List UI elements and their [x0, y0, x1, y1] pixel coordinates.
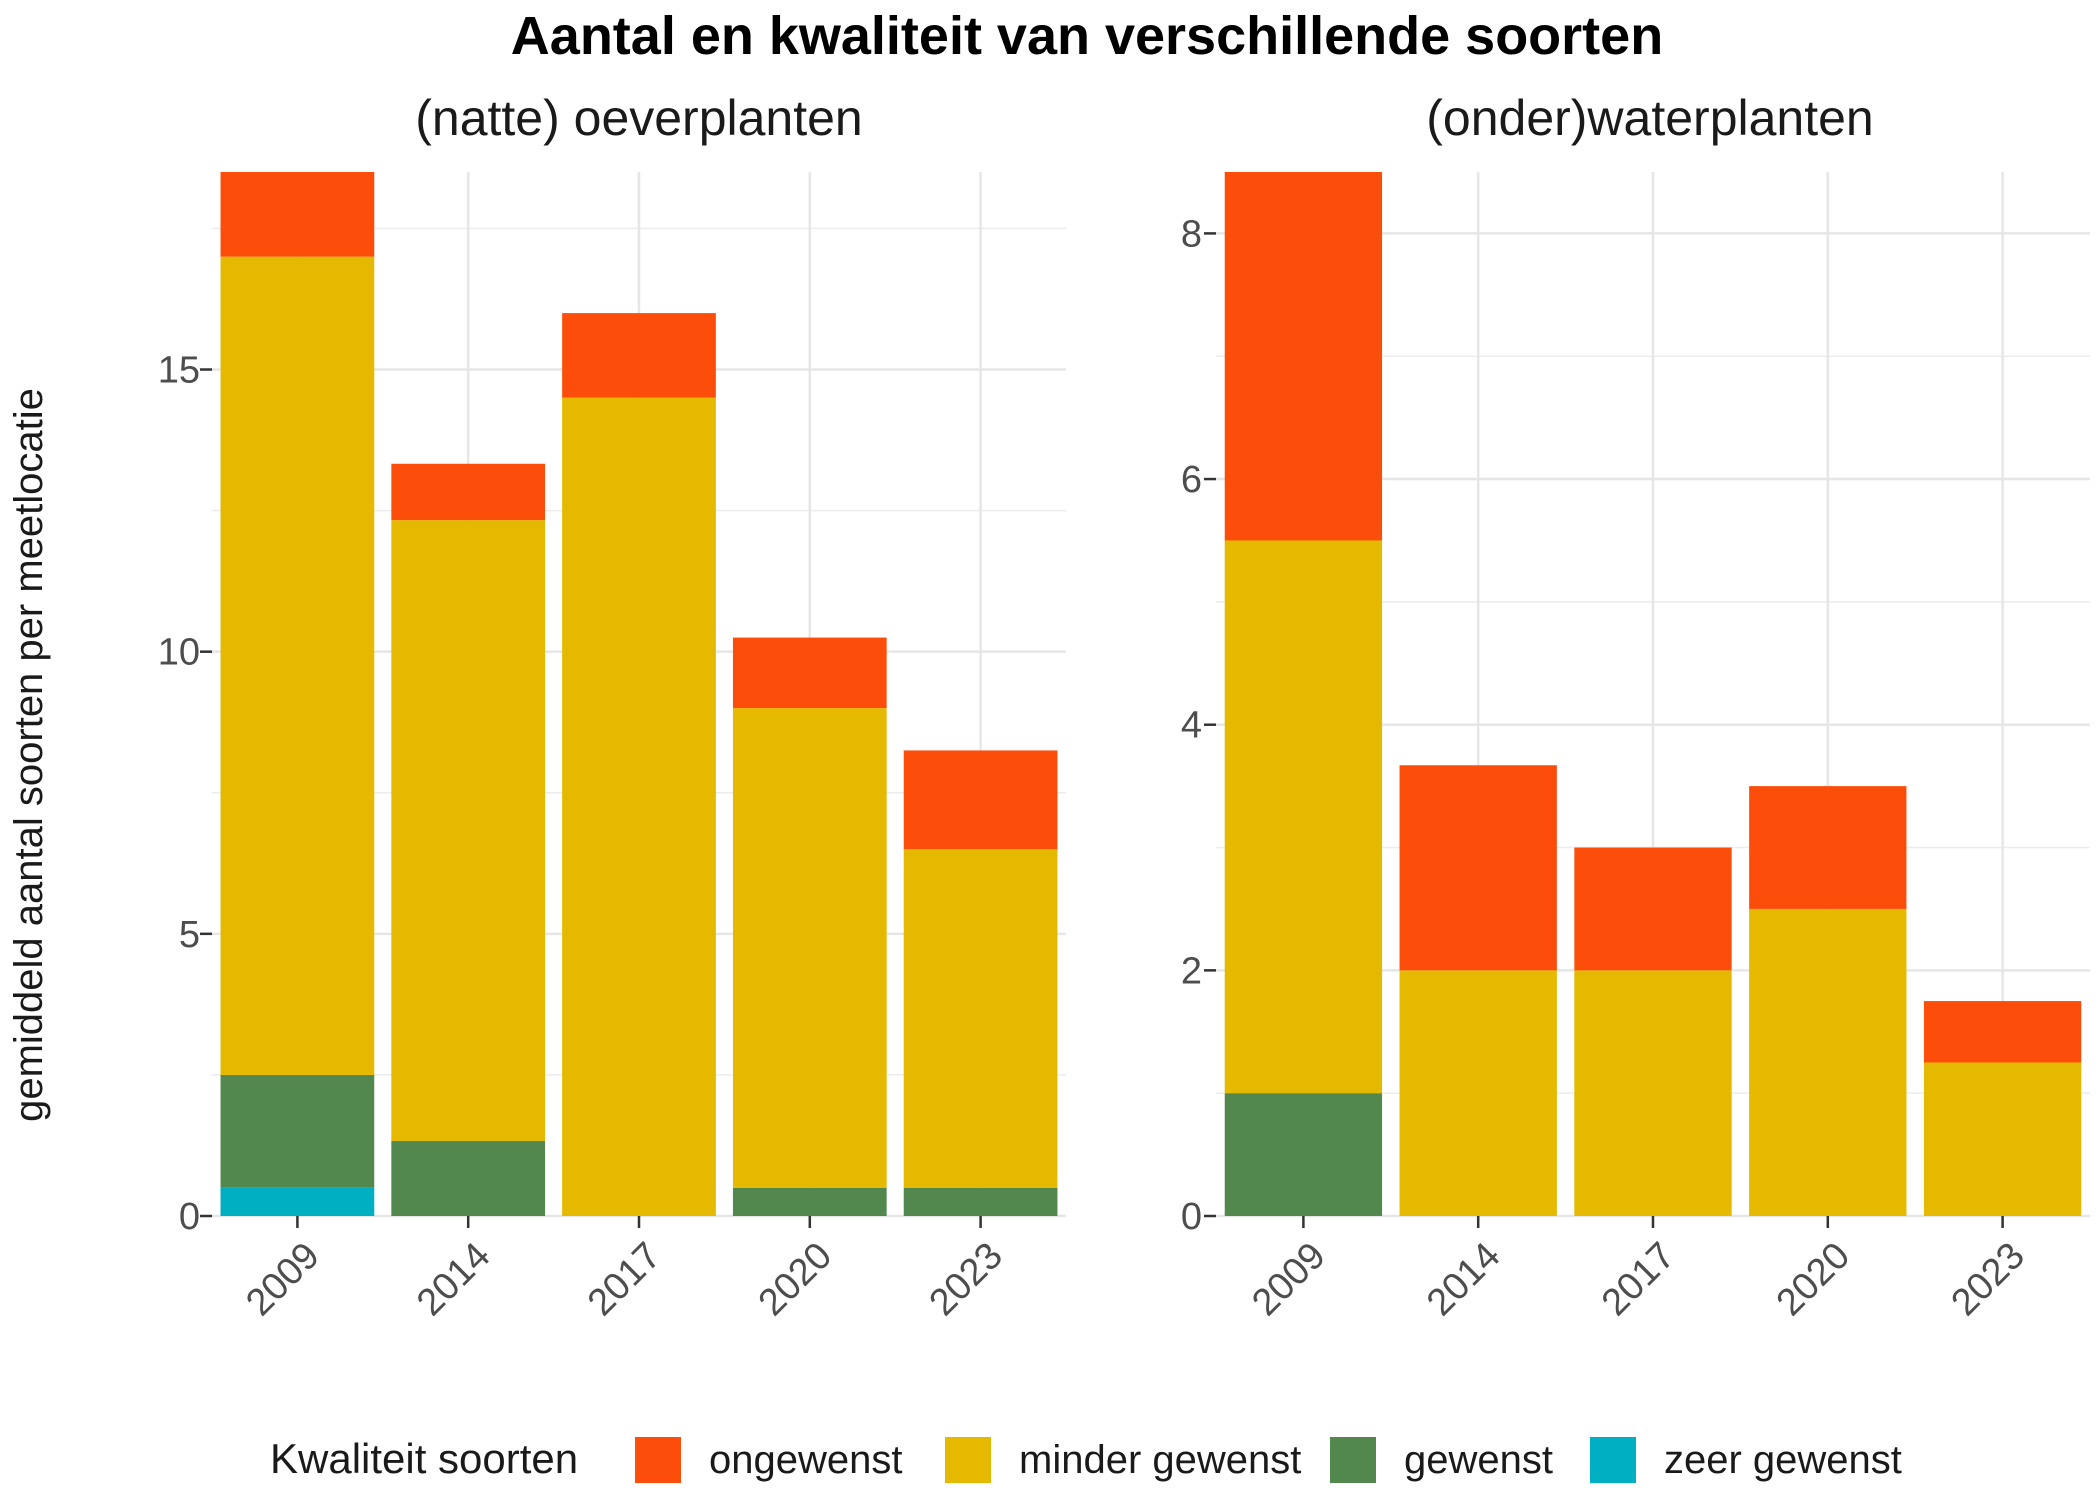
x-tick-label: 2009: [1244, 1235, 1333, 1324]
bar-minder-gewenst-2017: [562, 397, 716, 1216]
bar-gewenst-2023: [903, 1187, 1058, 1216]
legend-label: ongewenst: [709, 1438, 902, 1482]
legend-key-minder-gewenst: [945, 1437, 991, 1483]
bar-gewenst-2020: [732, 1187, 887, 1216]
legend-title: Kwaliteit soorten: [270, 1435, 578, 1482]
bar-ongewenst-2017: [1574, 847, 1732, 971]
legend-key-gewenst: [1330, 1437, 1376, 1483]
x-tick-label: 2017: [580, 1235, 669, 1324]
x-tick-label: 2017: [1594, 1235, 1683, 1324]
bar-ongewenst-2009: [1224, 172, 1383, 541]
bar-minder-gewenst-2023: [903, 849, 1058, 1188]
legend-key-zeer-gewenst: [1590, 1437, 1636, 1483]
legend: Kwaliteit soorten ongewenst minder gewenst…: [270, 1435, 1902, 1483]
x-tick-label: 2014: [1419, 1235, 1508, 1324]
y-tick-label: 15: [158, 350, 200, 392]
panel-1: (natte) oeverplanten 0 5 10 15 2009 2014 2017 20…: [158, 90, 1066, 1324]
x-tick-label: 2014: [409, 1235, 498, 1324]
bar-ongewenst-2020: [732, 637, 887, 709]
legend-key-ongewenst: [635, 1437, 681, 1483]
x-tick-label: 2009: [238, 1235, 327, 1324]
bar-minder-gewenst-2017: [1574, 970, 1732, 1216]
chart-title: Aantal en kwaliteit van verschillende so…: [511, 6, 1663, 66]
bar-gewenst-2014: [391, 1140, 546, 1216]
bar-minder-gewenst-2020: [732, 708, 887, 1188]
y-tick-label: 5: [179, 914, 200, 956]
y-tick-label: 0: [179, 1196, 200, 1238]
y-tick-label: 8: [1181, 213, 1202, 255]
panel-subtitle: (natte) oeverplanten: [415, 90, 863, 146]
y-tick-label: 4: [1181, 705, 1202, 747]
bar-gewenst-2009: [1224, 1093, 1383, 1216]
bar-ongewenst-2014: [1399, 765, 1557, 971]
y-tick-label: 6: [1181, 459, 1202, 501]
bar-gewenst-2009: [220, 1074, 375, 1188]
bar-ongewenst-2023: [1923, 1001, 2082, 1063]
bar-ongewenst-2020: [1749, 786, 1907, 909]
bar-minder-gewenst-2014: [1399, 970, 1557, 1216]
x-tick-label: 2023: [921, 1235, 1010, 1324]
y-tick-label: 0: [1181, 1196, 1202, 1238]
y-tick-label: 2: [1181, 950, 1202, 992]
bar-minder-gewenst-2023: [1923, 1062, 2082, 1216]
x-tick-label: 2020: [1769, 1235, 1858, 1324]
panel-subtitle: (onder)waterplanten: [1426, 90, 1874, 146]
x-tick-label: 2020: [751, 1235, 840, 1324]
legend-label: zeer gewenst: [1664, 1438, 1902, 1482]
bar-minder-gewenst-2020: [1749, 908, 1907, 1216]
bar-ongewenst-2017: [562, 313, 716, 398]
bar-ongewenst-2014: [391, 463, 546, 521]
y-axis-label: gemiddeld aantal soorten per meetlocatie: [7, 388, 51, 1122]
bar-minder-gewenst-2009: [220, 256, 375, 1075]
bar-zeer-gewenst-2009: [220, 1187, 375, 1216]
legend-label: gewenst: [1404, 1438, 1553, 1482]
legend-label: minder gewenst: [1019, 1438, 1301, 1482]
bar-ongewenst-2023: [903, 750, 1058, 850]
panel-2: (onder)waterplanten 0 2 4 6 8 2009 2014 2017 2020…: [1181, 90, 2090, 1324]
bar-minder-gewenst-2014: [391, 520, 546, 1141]
bar-ongewenst-2009: [220, 172, 375, 257]
x-tick-label: 2023: [1943, 1235, 2032, 1324]
y-tick-label: 10: [158, 632, 200, 674]
bar-minder-gewenst-2009: [1224, 540, 1383, 1094]
